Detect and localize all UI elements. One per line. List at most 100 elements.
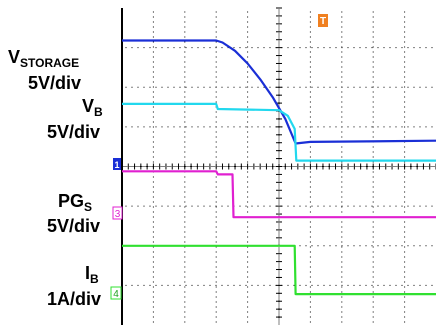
grid-dot bbox=[309, 11, 311, 13]
grid-dot bbox=[372, 281, 374, 283]
center-axis-dot bbox=[225, 166, 227, 167]
grid-dot bbox=[247, 256, 249, 258]
grid-dot bbox=[425, 126, 427, 128]
grid-dot bbox=[245, 86, 247, 88]
center-axis-dot bbox=[245, 166, 247, 167]
grid-dot bbox=[372, 46, 374, 48]
center-axis-dot bbox=[278, 141, 280, 143]
grid-dot bbox=[309, 26, 311, 28]
grid-dot bbox=[209, 284, 211, 286]
center-axis-dot bbox=[278, 219, 280, 221]
grid-dot bbox=[215, 246, 217, 248]
grid-dot bbox=[404, 236, 406, 238]
grid-dot bbox=[309, 126, 311, 128]
center-axis-dot bbox=[278, 29, 280, 31]
grid-dot bbox=[404, 181, 406, 183]
center-axis-dot bbox=[278, 179, 280, 181]
center-axis-dot bbox=[287, 166, 289, 167]
grid-dot bbox=[161, 126, 163, 128]
grid-dot bbox=[365, 86, 367, 88]
center-axis-dot bbox=[278, 91, 280, 93]
grid-dot bbox=[184, 286, 186, 288]
grid-dot bbox=[184, 11, 186, 13]
center-axis-dot bbox=[278, 37, 280, 39]
grid-dot bbox=[184, 306, 186, 308]
center-axis-dot bbox=[423, 166, 425, 167]
center-axis-dot bbox=[278, 207, 280, 209]
center-axis-dot bbox=[223, 166, 225, 167]
center-axis-dot bbox=[325, 166, 327, 167]
grid-dot bbox=[247, 71, 249, 73]
grid-dot bbox=[404, 296, 406, 298]
grid-dot bbox=[184, 211, 186, 213]
center-axis-dot bbox=[278, 295, 280, 297]
grid-dot bbox=[263, 126, 265, 128]
center-axis-dot bbox=[278, 137, 280, 139]
grid-dot bbox=[184, 71, 186, 73]
center-axis-dot bbox=[278, 193, 280, 195]
center-axis-dot bbox=[157, 166, 159, 167]
center-axis-dot bbox=[278, 285, 280, 287]
grid-dot bbox=[215, 196, 217, 198]
grid-dot bbox=[372, 181, 374, 183]
grid-dot bbox=[395, 126, 397, 128]
grid-dot bbox=[152, 246, 154, 248]
grid-dot bbox=[413, 284, 415, 286]
grid-dot bbox=[125, 47, 127, 49]
center-axis-dot bbox=[278, 75, 280, 77]
grid-dot bbox=[365, 47, 367, 49]
grid-dot bbox=[309, 206, 311, 208]
grid-dot bbox=[184, 241, 186, 243]
grid-dot bbox=[309, 201, 311, 203]
center-axis-dot bbox=[285, 166, 287, 167]
grid-dot bbox=[152, 121, 154, 123]
grid-dot bbox=[305, 205, 307, 207]
grid-dot bbox=[191, 47, 193, 49]
grid-dot bbox=[372, 51, 374, 53]
center-axis-dot bbox=[199, 166, 201, 167]
grid-dot bbox=[137, 205, 139, 207]
grid-dot bbox=[407, 284, 409, 286]
center-axis-dot bbox=[345, 166, 347, 167]
center-axis-dot bbox=[278, 293, 280, 295]
grid-dot bbox=[341, 211, 343, 213]
grid-dot bbox=[209, 47, 211, 49]
center-axis-dot bbox=[278, 93, 280, 95]
grid-dot bbox=[167, 284, 169, 286]
center-axis-dot bbox=[278, 183, 280, 185]
grid-dot bbox=[137, 86, 139, 88]
center-axis-dot bbox=[355, 166, 357, 167]
center-axis-dot bbox=[278, 309, 280, 311]
center-axis-dot bbox=[278, 145, 280, 147]
grid-dot bbox=[215, 141, 217, 143]
ch3-marker-label: 3 bbox=[115, 209, 121, 220]
center-axis-dot bbox=[278, 275, 280, 277]
center-axis-dot bbox=[123, 166, 125, 167]
grid-dot bbox=[372, 261, 374, 263]
grid-dot bbox=[215, 146, 217, 148]
grid-dot bbox=[335, 126, 337, 128]
grid-dot bbox=[371, 284, 373, 286]
grid-dot bbox=[247, 231, 249, 233]
grid-dot bbox=[341, 47, 343, 49]
grid-dot bbox=[311, 126, 313, 128]
grid-dot bbox=[341, 11, 343, 13]
center-axis-dot bbox=[278, 117, 280, 119]
grid-dot bbox=[404, 31, 406, 33]
center-axis-dot bbox=[278, 135, 280, 137]
grid-dot bbox=[309, 281, 311, 283]
grid-dot bbox=[149, 205, 151, 207]
grid-dot bbox=[293, 47, 295, 49]
grid-dot bbox=[247, 286, 249, 288]
grid-dot bbox=[341, 226, 343, 228]
grid-dot bbox=[152, 241, 154, 243]
grid-dot bbox=[372, 226, 374, 228]
grid-dot bbox=[353, 126, 355, 128]
grid-dot bbox=[247, 181, 249, 183]
center-axis-dot bbox=[227, 166, 229, 167]
grid-dot bbox=[215, 176, 217, 178]
grid-dot bbox=[389, 205, 391, 207]
grid-dot bbox=[383, 284, 385, 286]
grid-dot bbox=[269, 47, 271, 49]
grid-dot bbox=[203, 284, 205, 286]
